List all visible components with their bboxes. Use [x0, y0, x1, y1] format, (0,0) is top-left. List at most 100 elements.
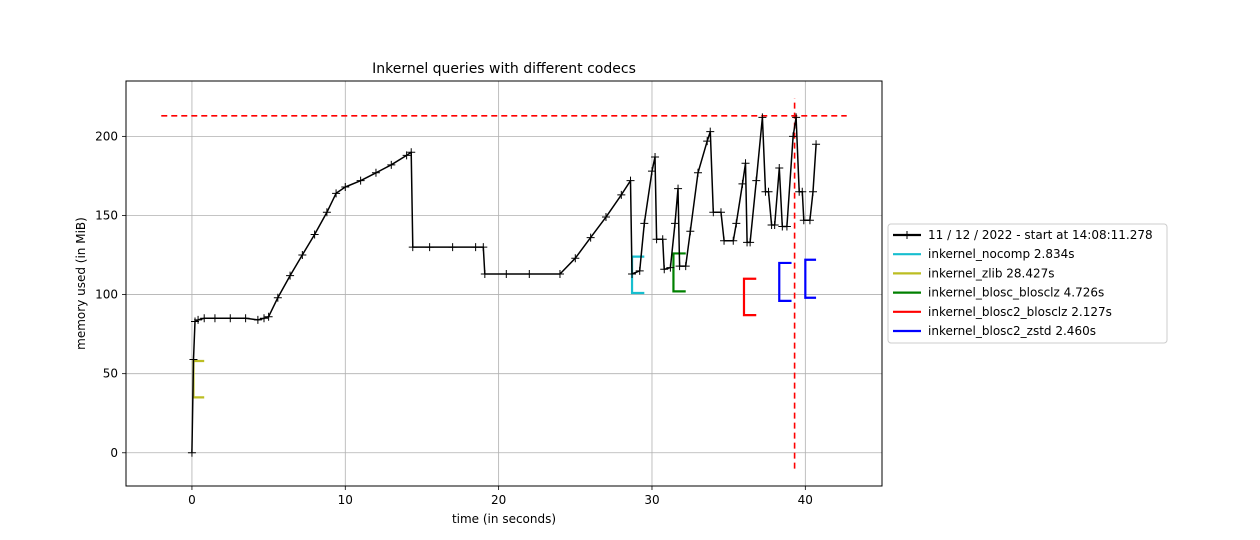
data-point-marker — [241, 314, 250, 323]
data-point-marker — [626, 176, 635, 185]
data-point-marker — [322, 208, 331, 217]
chart-title: Inkernel queries with different codecs — [372, 61, 636, 77]
data-point-marker — [273, 293, 282, 302]
x-tick-label: 30 — [644, 493, 659, 507]
data-point-marker — [782, 222, 791, 231]
data-point-marker — [635, 266, 644, 275]
data-point-marker — [703, 137, 712, 146]
max-memory-reference-lines — [161, 98, 847, 469]
data-point-marker — [792, 113, 801, 122]
data-point-marker — [226, 314, 235, 323]
data-point-marker — [408, 243, 417, 252]
data-point-marker — [805, 216, 814, 225]
data-point-marker — [502, 270, 511, 279]
data-point-marker — [617, 190, 626, 199]
y-tick-label: 100 — [95, 288, 118, 302]
data-point-marker — [187, 448, 196, 457]
data-point-marker — [808, 187, 817, 196]
data-point-marker — [286, 271, 295, 280]
data-point-marker — [407, 148, 416, 157]
data-point-marker — [586, 233, 595, 242]
data-point-marker — [789, 132, 798, 141]
data-point-marker — [264, 312, 273, 321]
query-bracket — [192, 359, 205, 399]
data-point-marker — [332, 189, 341, 198]
y-tick-label: 0 — [110, 446, 118, 460]
data-point-marker — [693, 168, 702, 177]
data-point-marker — [681, 262, 690, 271]
data-point-marker — [371, 168, 380, 177]
y-tick-label: 150 — [95, 208, 118, 222]
data-point-marker — [571, 254, 580, 263]
data-point-marker — [752, 176, 761, 185]
query-bracket — [630, 255, 645, 295]
y-axis-label: memory used (in MiB) — [74, 217, 88, 350]
data-point-marker — [425, 243, 434, 252]
query-bracket — [804, 258, 817, 299]
data-point-marker — [709, 208, 718, 217]
legend-label: inkernel_blosc_blosclz 4.726s — [928, 286, 1104, 300]
data-point-marker — [738, 179, 747, 188]
data-point-marker — [471, 243, 480, 252]
data-point-marker — [260, 314, 269, 323]
query-interval-brackets — [192, 252, 817, 399]
data-point-marker — [764, 187, 773, 196]
legend-frame — [887, 223, 1168, 344]
query-bracket — [742, 277, 757, 317]
data-point-marker — [310, 230, 319, 239]
legend-marker — [903, 231, 911, 239]
grid-lines — [126, 81, 882, 486]
legend-label: inkernel_zlib 28.427s — [928, 266, 1055, 280]
data-point-marker — [640, 219, 649, 228]
legend-label: 11 / 12 / 2022 - start at 14:08:11.278 — [928, 228, 1153, 242]
data-point-marker — [194, 315, 203, 324]
legend-label: inkernel_nocomp 2.834s — [928, 247, 1075, 261]
data-point-marker — [448, 243, 457, 252]
data-point-marker — [741, 159, 750, 168]
data-point-marker — [253, 315, 262, 324]
data-point-marker — [812, 140, 821, 149]
data-point-marker — [555, 270, 564, 279]
data-point-marker — [210, 314, 219, 323]
x-axis-label: time (in seconds) — [452, 512, 556, 526]
y-tick-label: 50 — [103, 367, 118, 381]
data-point-marker — [775, 164, 784, 173]
data-point-marker — [298, 251, 307, 260]
data-point-marker — [746, 238, 755, 247]
x-tick-label: 20 — [491, 493, 506, 507]
data-point-marker — [628, 270, 637, 279]
data-point-marker — [798, 187, 807, 196]
data-point-marker — [480, 270, 489, 279]
legend: 11 / 12 / 2022 - start at 14:08:11.278 in… — [887, 223, 1168, 344]
data-point-marker — [729, 236, 738, 245]
axis-ticks: 0 10 20 30 40 0 50 100 150 200 — [95, 129, 813, 507]
legend-label: inkernel_blosc2_blosclz 2.127s — [928, 305, 1112, 319]
legend-label: inkernel_blosc2_zstd 2.460s — [928, 324, 1096, 338]
data-point-marker — [356, 176, 365, 185]
x-tick-label: 10 — [338, 493, 353, 507]
data-point-marker — [479, 243, 488, 252]
data-point-marker — [525, 270, 534, 279]
data-point-marker — [387, 160, 396, 169]
data-point-marker — [732, 219, 741, 228]
query-bracket — [778, 261, 792, 303]
data-point-marker — [658, 235, 667, 244]
x-tick-label: 40 — [798, 493, 813, 507]
data-point-marker — [341, 182, 350, 191]
data-point-marker — [674, 184, 683, 193]
memory-usage-line — [191, 116, 817, 453]
data-point-marker — [651, 152, 660, 161]
data-point-marker — [660, 265, 669, 274]
data-point-marker — [770, 220, 779, 229]
data-point-marker — [686, 227, 695, 236]
data-point-marker — [758, 113, 767, 122]
data-point-marker — [189, 355, 198, 364]
y-tick-label: 200 — [95, 129, 118, 143]
data-point-marker — [670, 219, 679, 228]
memory-usage-series — [187, 113, 821, 457]
data-point-marker — [720, 236, 729, 245]
data-point-marker — [647, 167, 656, 176]
x-tick-label: 0 — [188, 493, 196, 507]
data-point-marker — [601, 213, 610, 222]
